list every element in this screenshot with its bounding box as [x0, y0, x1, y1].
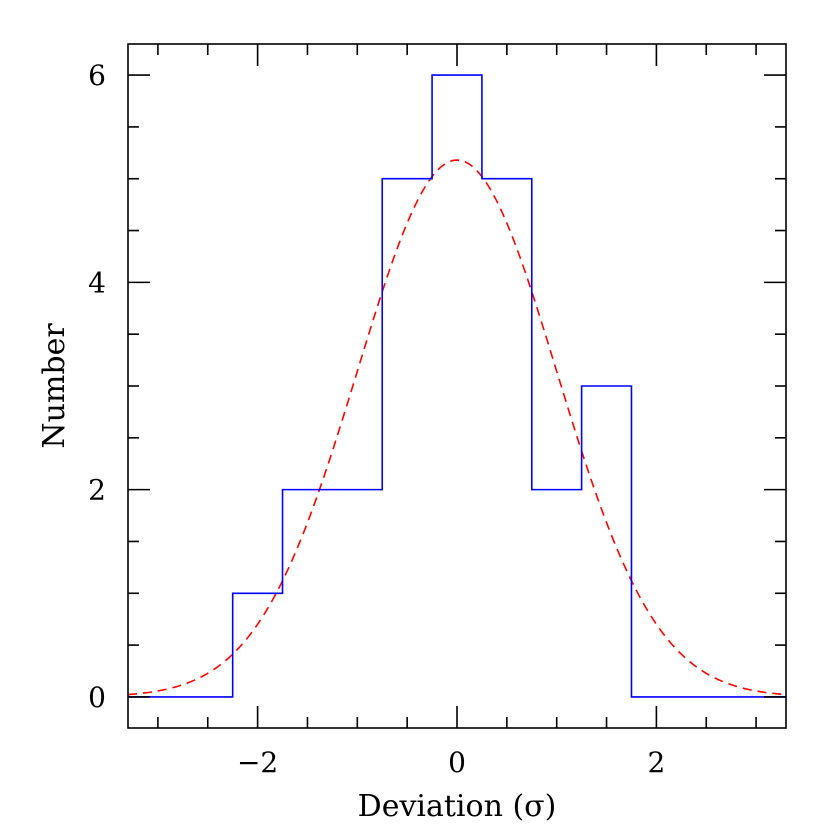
y-tick-label: 6 — [88, 59, 106, 92]
tick-labels: −2 0 2 0 2 4 6 — [88, 59, 665, 779]
y-axis-title: Number — [37, 323, 72, 449]
x-tick-label: 0 — [448, 746, 466, 779]
tick-marks — [128, 44, 786, 728]
x-tick-label: −2 — [237, 746, 278, 779]
y-tick-label: 4 — [88, 266, 106, 299]
x-tick-label: 2 — [647, 746, 665, 779]
y-tick-label: 2 — [88, 474, 106, 507]
plot-area — [128, 74, 786, 698]
y-tick-label: 0 — [88, 681, 106, 714]
plot-frame — [127, 43, 787, 729]
gaussian-fit-curve — [128, 159, 786, 696]
x-axis-title: Deviation (σ) — [358, 789, 557, 824]
histogram-steps — [128, 74, 786, 698]
